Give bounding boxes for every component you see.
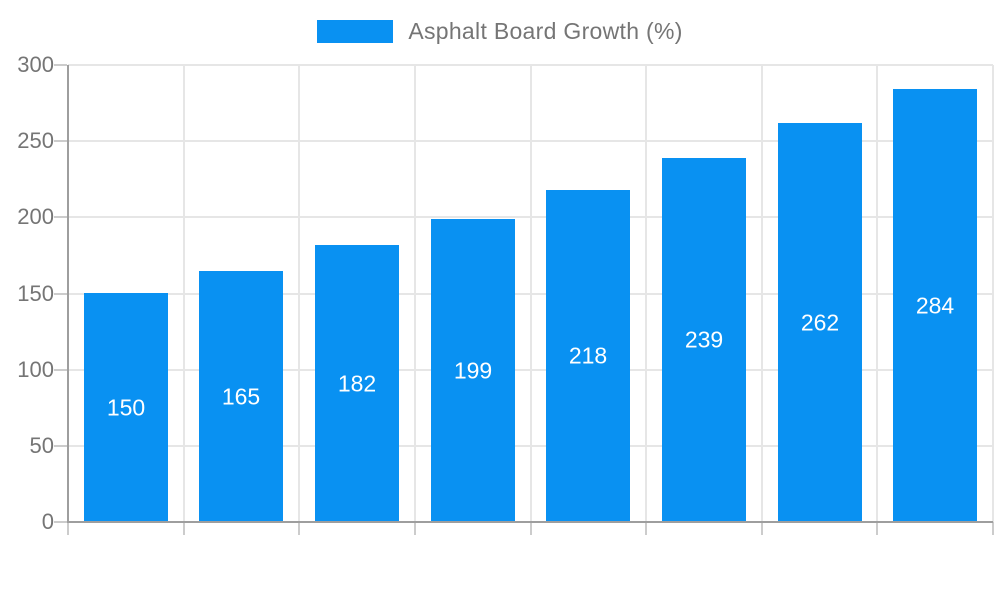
x-tick <box>876 522 878 535</box>
y-tick <box>54 216 67 218</box>
x-tick <box>414 522 416 535</box>
y-tick-label: 150 <box>17 281 54 306</box>
bar-2026-2027[interactable]: 165 <box>199 271 283 522</box>
y-axis-line <box>67 65 69 522</box>
v-gridline <box>530 65 532 522</box>
bar-value-label: 199 <box>453 357 493 383</box>
v-gridline <box>183 65 185 522</box>
x-tick <box>530 522 532 535</box>
bar-2029-2030[interactable]: 218 <box>546 190 630 522</box>
v-gridline <box>298 65 300 522</box>
y-tick <box>54 140 67 142</box>
x-tick <box>761 522 763 535</box>
bar-value-label: 165 <box>221 383 261 409</box>
bar-value-label: 239 <box>684 326 724 353</box>
bar-value-label: 182 <box>337 370 377 396</box>
bar-value-label: 218 <box>568 342 608 369</box>
bar-2031-2032[interactable]: 262 <box>778 123 862 522</box>
y-tick <box>54 64 67 66</box>
bar-2028-2029[interactable]: 199 <box>431 219 515 522</box>
x-axis-line <box>67 521 993 523</box>
v-gridline <box>876 65 878 522</box>
x-tick <box>183 522 185 535</box>
y-tick-label: 0 <box>41 509 54 534</box>
x-tick <box>67 522 69 535</box>
v-gridline <box>414 65 416 522</box>
bar-2030-2031[interactable]: 239 <box>662 158 746 522</box>
plot-area: 150 165 182 199 218 239 262 284 <box>54 64 994 535</box>
bar-2027-2028[interactable]: 182 <box>315 245 399 522</box>
x-tick <box>298 522 300 535</box>
y-tick-label: 250 <box>17 128 54 153</box>
y-tick <box>54 369 67 371</box>
bar-value-label: 284 <box>915 292 955 318</box>
legend-label: Asphalt Board Growth (%) <box>408 18 683 44</box>
y-tick-label: 100 <box>17 357 54 382</box>
bar-value-label: 262 <box>800 309 840 335</box>
y-tick <box>54 521 67 523</box>
v-gridline <box>992 65 994 522</box>
bar-2025-2026[interactable]: 150 <box>84 293 168 522</box>
y-tick-label: 200 <box>17 204 54 229</box>
v-gridline <box>761 65 763 522</box>
x-tick <box>645 522 647 535</box>
legend-swatch <box>317 20 394 43</box>
y-tick-label: 300 <box>17 52 54 77</box>
x-tick <box>992 522 994 535</box>
y-tick <box>54 293 67 295</box>
y-tick-label: 50 <box>29 433 54 458</box>
chart-legend[interactable]: Asphalt Board Growth (%) <box>0 18 1000 45</box>
v-gridline <box>645 65 647 522</box>
bar-value-label: 150 <box>106 394 146 420</box>
bar-2032-2033[interactable]: 284 <box>893 89 977 522</box>
y-tick <box>54 445 67 447</box>
